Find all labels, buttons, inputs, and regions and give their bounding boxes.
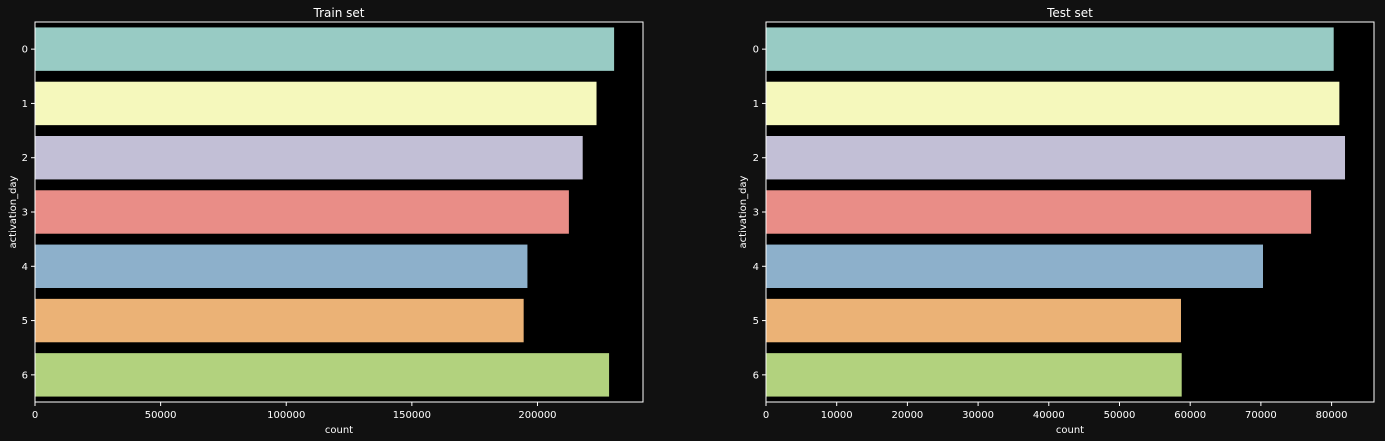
test-x-tick-label: 50000 (1104, 410, 1136, 421)
test-bar-5 (766, 298, 1181, 343)
test-bar-1 (766, 81, 1340, 126)
test-title: Test set (1046, 6, 1093, 20)
test-y-tick-label: 2 (753, 153, 759, 164)
test-y-tick-label: 4 (753, 262, 759, 273)
test-x-tick-label: 80000 (1316, 410, 1348, 421)
test-y-tick-label: 3 (753, 208, 759, 219)
test-bar-4 (766, 244, 1264, 288)
test-set-subplot: 0 1 2 3 4 5 6 0 10000 20000 30000 40000 50000 60000 7… (738, 6, 1375, 436)
train-y-tick-label: 0 (22, 45, 28, 56)
test-x-tick-label: 10000 (821, 410, 853, 421)
test-x-tick-label: 70000 (1245, 410, 1277, 421)
test-bar-3 (766, 190, 1312, 234)
train-bar-3 (35, 190, 569, 234)
test-x-tick-label: 40000 (1033, 410, 1065, 421)
test-x-tick-label: 0 (763, 410, 769, 421)
train-bar-5 (35, 298, 524, 343)
train-x-tick-label: 0 (32, 410, 38, 421)
test-y-tick-label: 0 (753, 45, 759, 56)
test-x-tick-label: 30000 (962, 410, 994, 421)
train-bar-4 (35, 244, 528, 288)
train-y-tick-label: 5 (22, 316, 28, 327)
train-y-tick-label: 6 (22, 370, 28, 381)
train-x-tick-label: 50000 (145, 410, 177, 421)
test-y-tick-label: 6 (753, 370, 759, 381)
train-bars (35, 27, 615, 397)
test-y-tick-label: 5 (753, 316, 759, 327)
test-ylabel: activation_day (738, 175, 749, 248)
test-x-tick-label: 20000 (891, 410, 923, 421)
test-y-ticks: 0 1 2 3 4 5 6 (753, 45, 766, 381)
test-x-ticks: 0 10000 20000 30000 40000 50000 60000 70000 8000… (763, 402, 1348, 421)
test-bar-0 (766, 27, 1334, 71)
train-bar-6 (35, 353, 610, 397)
test-x-tick-label: 60000 (1174, 410, 1206, 421)
train-xlabel: count (325, 425, 353, 436)
train-y-tick-label: 4 (22, 262, 28, 273)
train-x-ticks: 0 50000 100000 150000 200000 (32, 402, 557, 421)
test-bars (766, 27, 1346, 397)
test-bar-2 (766, 136, 1346, 180)
train-bar-1 (35, 81, 597, 126)
train-y-tick-label: 1 (22, 99, 28, 110)
train-bar-0 (35, 27, 615, 71)
train-x-tick-label: 150000 (393, 410, 431, 421)
train-x-tick-label: 100000 (267, 410, 305, 421)
train-set-subplot: 0 1 2 3 4 5 6 0 50000 100000 150000 200000 Train s… (8, 6, 644, 436)
train-ylabel: activation_day (8, 175, 19, 248)
train-y-ticks: 0 1 2 3 4 5 6 (22, 45, 35, 381)
train-bar-2 (35, 136, 583, 180)
train-title: Train set (313, 6, 365, 20)
train-y-tick-label: 2 (22, 153, 28, 164)
train-y-tick-label: 3 (22, 208, 28, 219)
test-bar-6 (766, 353, 1182, 397)
train-x-tick-label: 200000 (518, 410, 556, 421)
test-y-tick-label: 1 (753, 99, 759, 110)
test-xlabel: count (1056, 425, 1084, 436)
